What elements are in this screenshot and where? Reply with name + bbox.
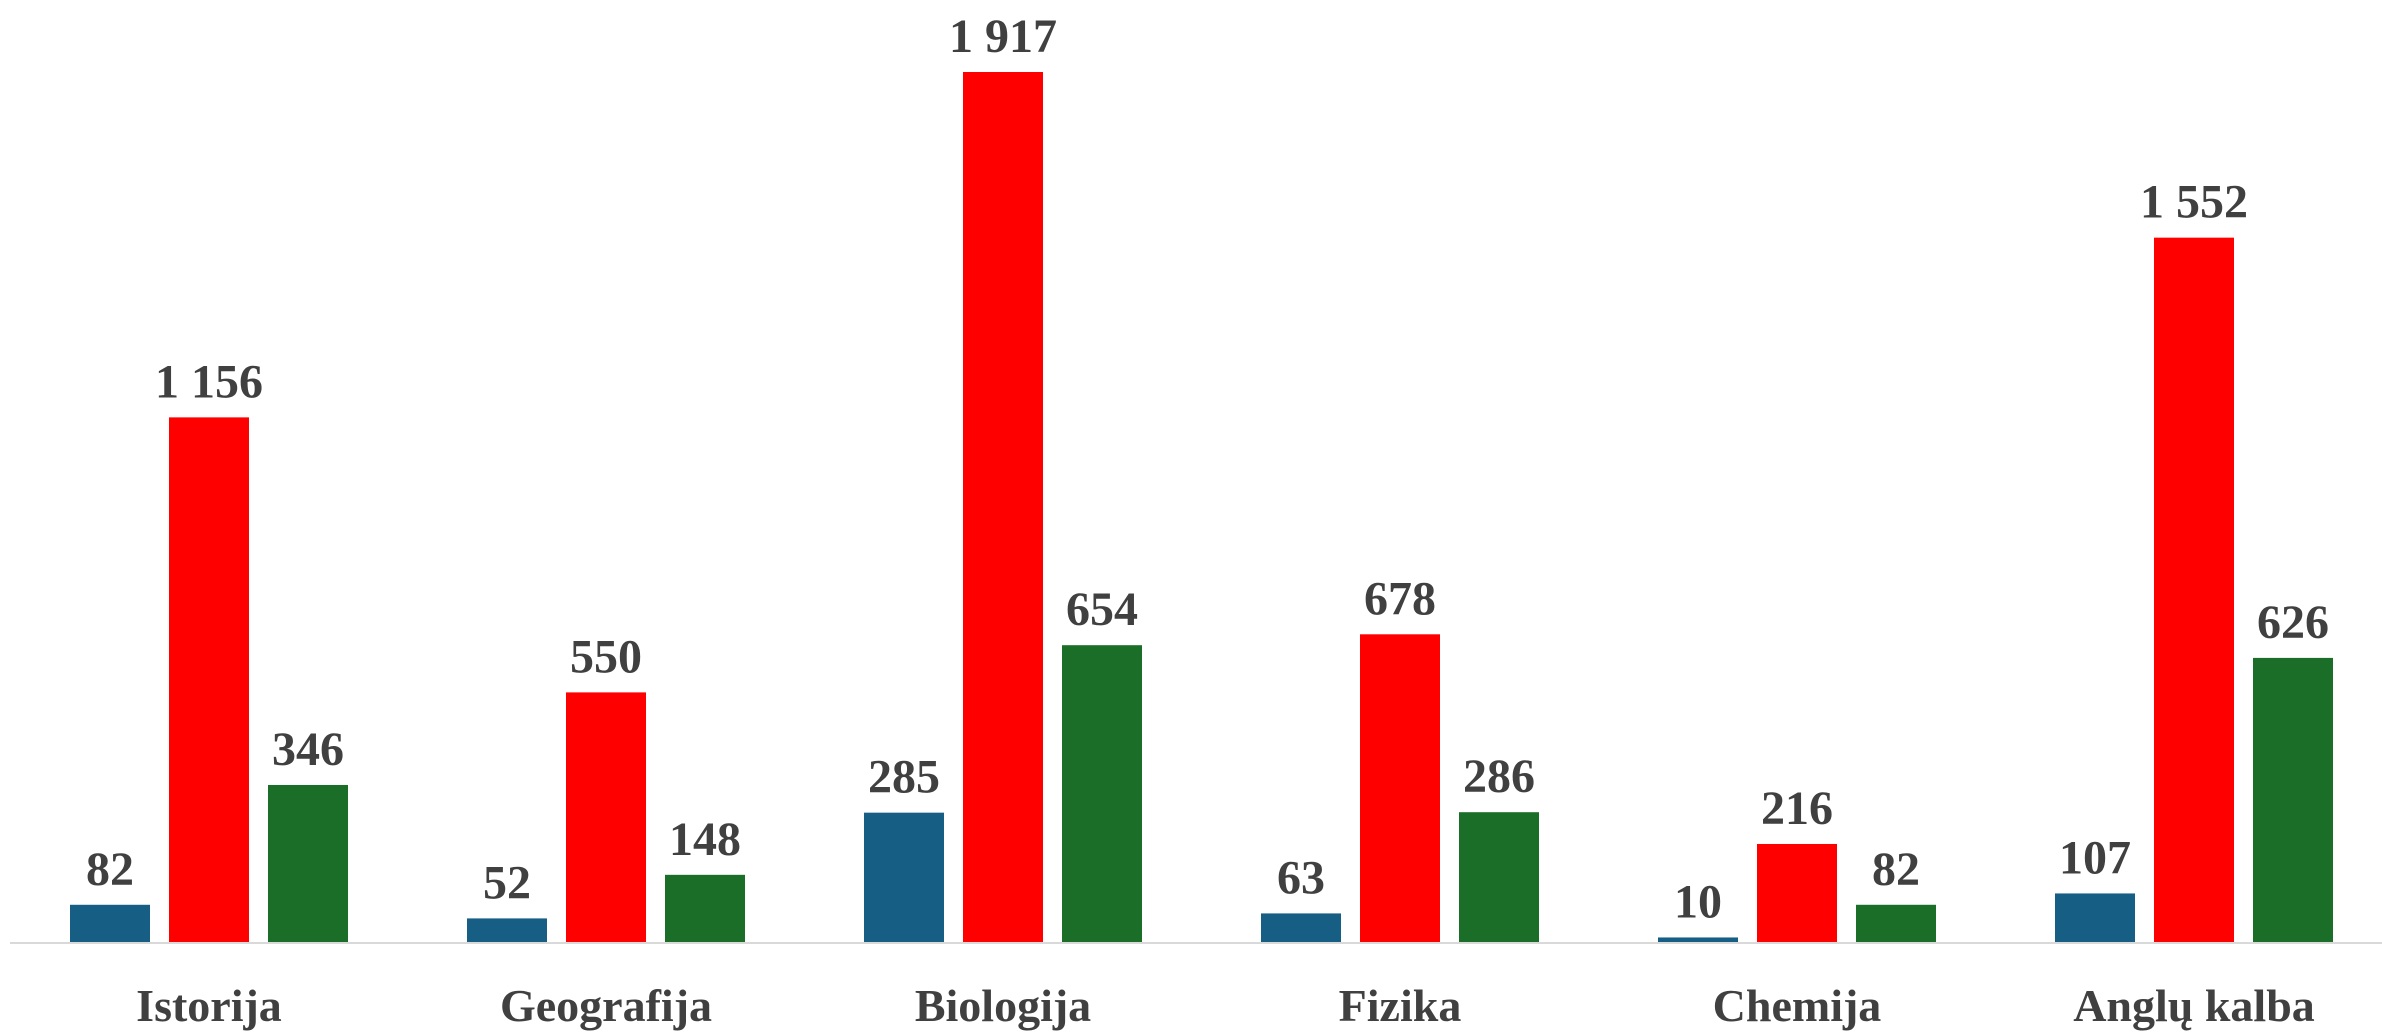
bar-2-4: [1360, 634, 1440, 942]
data-label-1-4: 63: [1277, 851, 1325, 904]
bars-layer: [70, 72, 2333, 943]
bar-2-5: [1757, 843, 1837, 942]
data-label-3-2: 148: [669, 813, 741, 866]
data-label-1-5: 10: [1674, 875, 1722, 928]
data-label-2-4: 678: [1364, 572, 1436, 625]
data-label-3-4: 286: [1463, 750, 1535, 803]
bar-3-4: [1459, 812, 1539, 942]
bar-1-1: [70, 904, 150, 942]
bar-3-3: [1062, 645, 1142, 942]
bar-3-6: [2253, 657, 2333, 942]
value-labels-layer: 82 1 156 346 52 550 148 285 1 917 654 63 678 286 10 2…: [86, 10, 2329, 928]
data-label-1-2: 52: [483, 856, 531, 909]
bar-2-6: [2154, 237, 2234, 943]
data-label-3-1: 346: [272, 723, 344, 776]
x-tick-label-5: Chemija: [1713, 980, 1882, 1031]
x-tick-label-6: Anglų kalba: [2073, 980, 2315, 1031]
x-tick-label-2: Geografija: [500, 980, 712, 1031]
bar-3-5: [1856, 904, 1936, 942]
bar-1-2: [467, 918, 547, 942]
data-label-1-3: 285: [868, 751, 940, 804]
bar-3-1: [268, 784, 348, 942]
data-label-3-6: 626: [2257, 596, 2329, 649]
x-tick-label-1: Istorija: [136, 980, 282, 1031]
data-label-1-6: 107: [2059, 831, 2131, 884]
bar-2-3: [963, 72, 1043, 942]
bar-1-5: [1658, 937, 1738, 942]
bar-1-6: [2055, 893, 2135, 942]
bar-3-2: [665, 874, 745, 942]
data-label-2-1: 1 156: [155, 355, 263, 408]
x-tick-label-3: Biologija: [915, 980, 1091, 1031]
data-label-2-3: 1 917: [949, 10, 1057, 63]
data-label-1-1: 82: [86, 843, 134, 896]
data-label-2-6: 1 552: [2140, 176, 2248, 229]
data-label-3-3: 654: [1066, 583, 1138, 636]
bar-2-2: [566, 692, 646, 942]
data-label-2-2: 550: [570, 630, 642, 683]
data-label-2-5: 216: [1761, 782, 1833, 835]
x-tick-label-4: Fizika: [1339, 980, 1462, 1031]
bar-1-3: [864, 812, 944, 942]
data-label-3-5: 82: [1872, 843, 1920, 896]
category-labels-layer: Istorija Geografija Biologija Fizika Chemija…: [136, 980, 2315, 1031]
bar-1-4: [1261, 913, 1341, 942]
bar-2-1: [169, 417, 249, 942]
